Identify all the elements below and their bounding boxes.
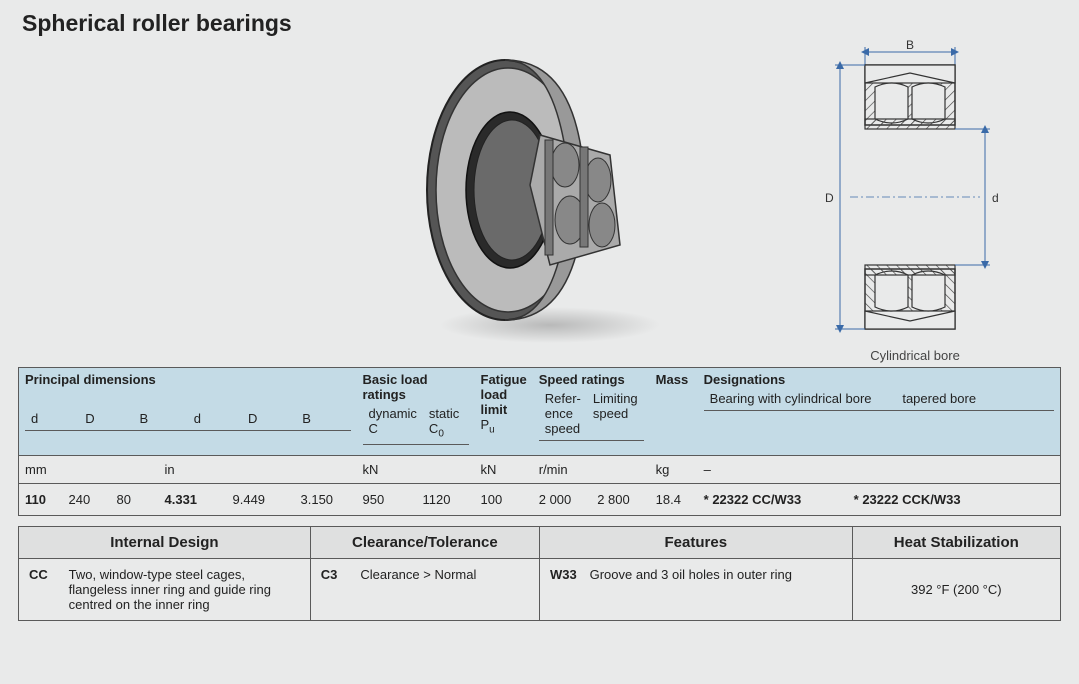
features-table: Internal Design Clearance/Tolerance Feat… <box>18 526 1061 621</box>
unit-kn: kN <box>357 456 475 484</box>
cross-section-svg: B <box>780 37 1050 337</box>
cell-internal: CC Two, window-type steel cages, flangel… <box>19 559 311 621</box>
val-C: 950 <box>357 484 417 516</box>
sub-tap-bore: tapered bore <box>896 387 1054 411</box>
sub-dynamic: dynamic <box>369 406 417 421</box>
hdr-internal: Internal Design <box>19 527 311 559</box>
bearing-3d-illustration <box>410 45 670 345</box>
cell-heat: 392 °F (200 °C) <box>852 559 1060 621</box>
sym-d1: d <box>25 407 79 431</box>
sym-D2: D <box>242 407 296 431</box>
text-clearance: Clearance > Normal <box>360 567 526 582</box>
unit-rmin: r/min <box>533 456 650 484</box>
spec-unit-row: mm in kN kN r/min kg – <box>19 456 1061 484</box>
sym-C0: C0 <box>429 421 444 436</box>
group-basic-load: Basic load ratings <box>363 372 469 402</box>
sub-static: static <box>429 406 459 421</box>
val-desig-cyl: * 22322 CC/W33 <box>698 484 848 516</box>
unit-in: in <box>159 456 357 484</box>
val-d-mm: 110 <box>19 484 63 516</box>
features-header-row: Internal Design Clearance/Tolerance Feat… <box>19 527 1061 559</box>
dim-label-b: B <box>906 38 914 52</box>
val-ref-speed: 2 000 <box>533 484 591 516</box>
sym-C: C <box>369 421 378 436</box>
hdr-clearance: Clearance/Tolerance <box>310 527 539 559</box>
code-w33: W33 <box>550 567 586 582</box>
val-D-in: 9.449 <box>227 484 295 516</box>
sub-ref-speed: Refer-ence speed <box>539 387 587 441</box>
group-speed: Speed ratings <box>539 372 644 387</box>
text-internal: Two, window-type steel cages, flangeless… <box>69 567 298 612</box>
val-B-in: 3.150 <box>295 484 357 516</box>
dim-label-D: D <box>825 191 834 205</box>
sym-Pu: Pu <box>481 417 495 432</box>
illustration-area: B <box>0 37 1079 367</box>
group-designations: Designations <box>704 372 1054 387</box>
unit-kg: kg <box>650 456 698 484</box>
val-B-mm: 80 <box>111 484 159 516</box>
code-cc: CC <box>29 567 65 582</box>
unit-dash: – <box>698 456 1061 484</box>
sym-d2: d <box>188 407 242 431</box>
spec-data-row: 110 240 80 4.331 9.449 3.150 950 1120 10… <box>19 484 1061 516</box>
val-lim-speed: 2 800 <box>591 484 649 516</box>
spec-table: Principal dimensions d D B d D B Basic l… <box>18 367 1061 516</box>
val-d-in: 4.331 <box>159 484 227 516</box>
hdr-features: Features <box>539 527 852 559</box>
val-desig-tap: * 23222 CCK/W33 <box>848 484 1061 516</box>
sym-B1: B <box>134 407 188 431</box>
page-title: Spherical roller bearings <box>0 0 1079 37</box>
features-data-row: CC Two, window-type steel cages, flangel… <box>19 559 1061 621</box>
unit-mm: mm <box>19 456 159 484</box>
sym-B2: B <box>296 407 350 431</box>
hdr-heat: Heat Stabilization <box>852 527 1060 559</box>
val-D-mm: 240 <box>63 484 111 516</box>
dim-label-d: d <box>992 191 999 205</box>
cell-clearance: C3 Clearance > Normal <box>310 559 539 621</box>
diagram-caption: Cylindrical bore <box>775 348 1055 363</box>
sym-D1: D <box>79 407 133 431</box>
unit-kn2: kN <box>475 456 533 484</box>
dimension-diagram: B <box>775 37 1055 367</box>
sub-lim-speed: Limiting speed <box>587 387 644 441</box>
sub-cyl-bore: Bearing with cylindrical bore <box>704 387 897 411</box>
code-c3: C3 <box>321 567 357 582</box>
cell-features: W33 Groove and 3 oil holes in outer ring <box>539 559 852 621</box>
val-C0: 1120 <box>417 484 475 516</box>
val-Pu: 100 <box>475 484 533 516</box>
val-mass: 18.4 <box>650 484 698 516</box>
group-principal: Principal dimensions <box>25 372 351 387</box>
text-features: Groove and 3 oil holes in outer ring <box>590 567 840 582</box>
spec-header-row: Principal dimensions d D B d D B Basic l… <box>19 368 1061 456</box>
group-mass: Mass <box>656 372 692 387</box>
group-fatigue: Fatigue load limit <box>481 372 527 417</box>
